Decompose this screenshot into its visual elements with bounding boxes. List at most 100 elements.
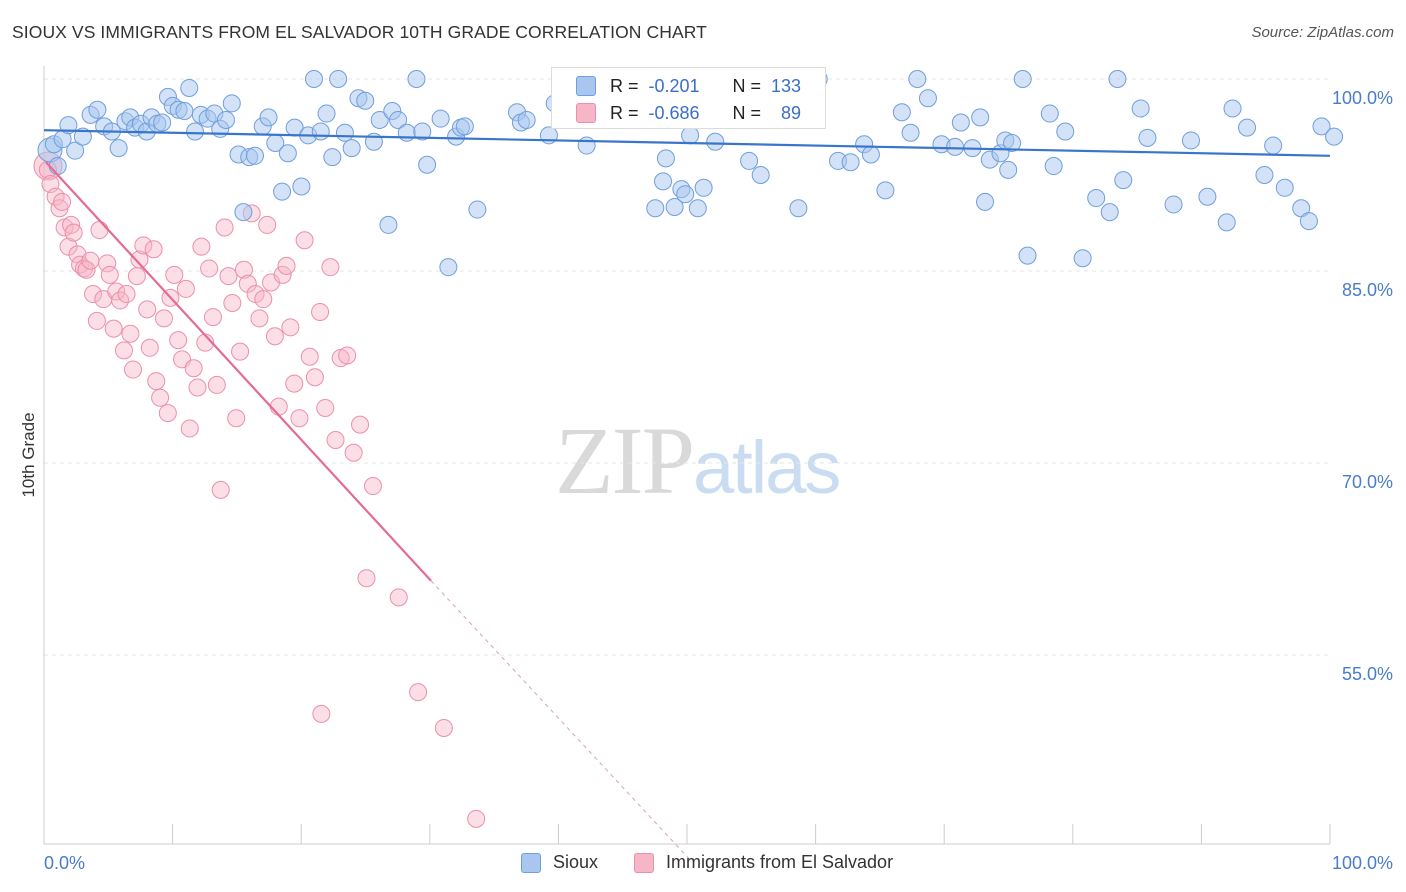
point-el-salvador: [130, 250, 149, 269]
point-el-salvador: [176, 279, 195, 298]
point-sioux: [323, 148, 342, 167]
point-el-salvador: [211, 480, 230, 499]
point-el-salvador: [203, 308, 222, 327]
point-sioux: [908, 70, 927, 88]
point-sioux: [222, 94, 241, 113]
point-el-salvador: [114, 341, 133, 360]
point-el-salvador: [169, 331, 188, 350]
point-el-salvador: [90, 221, 109, 240]
point-el-salvador: [234, 260, 253, 279]
stats-row-el-salvador: R = -0.686 N = 89: [576, 101, 801, 125]
y-tick-label: 85.0%: [1342, 280, 1393, 300]
point-el-salvador: [87, 311, 106, 330]
n-label: N =: [732, 102, 762, 123]
point-el-salvador: [277, 256, 296, 275]
point-sioux: [431, 109, 450, 128]
chart-title: SIOUX VS IMMIGRANTS FROM EL SALVADOR 10T…: [12, 22, 707, 42]
point-el-salvador: [389, 588, 408, 607]
point-sioux: [175, 102, 194, 120]
point-el-salvador: [290, 409, 309, 428]
point-sioux: [1114, 171, 1133, 190]
point-el-salvador: [104, 319, 123, 338]
point-sioux: [234, 203, 253, 222]
point-el-salvador: [305, 368, 324, 387]
point-el-salvador: [311, 302, 330, 321]
point-sioux: [681, 126, 700, 145]
point-sioux: [951, 113, 970, 132]
series-immigrants-el-salvador-points: [33, 151, 486, 828]
y-tick-label: 70.0%: [1342, 472, 1393, 492]
point-el-salvador: [77, 260, 96, 279]
point-sioux: [971, 108, 990, 127]
point-sioux: [468, 200, 487, 219]
legend-item-sioux[interactable]: Sioux: [521, 852, 598, 873]
point-sioux: [694, 178, 713, 197]
r-value: -0.201: [648, 75, 700, 96]
point-el-salvador: [344, 443, 363, 462]
point-el-salvador: [312, 704, 331, 723]
point-sioux: [901, 123, 920, 142]
point-sioux: [73, 127, 92, 146]
point-el-salvador: [285, 374, 304, 393]
point-el-salvador: [215, 218, 234, 237]
point-sioux: [577, 136, 596, 155]
point-el-salvador: [117, 285, 136, 304]
legend-label-el-salvador: Immigrants from El Salvador: [666, 852, 894, 872]
legend-label-sioux: Sioux: [553, 852, 599, 872]
point-sioux: [1087, 189, 1106, 208]
point-el-salvador: [59, 237, 78, 256]
axes: [43, 66, 1331, 845]
point-el-salvador: [326, 430, 345, 449]
point-sioux: [180, 78, 199, 97]
watermark: ZIPatlas: [555, 405, 841, 516]
point-sioux: [999, 160, 1018, 179]
point-el-salvador: [321, 258, 340, 277]
point-sioux: [841, 153, 860, 172]
point-sioux: [876, 181, 895, 200]
point-sioux: [59, 116, 78, 135]
point-sioux: [688, 199, 707, 218]
point-sioux: [1044, 157, 1063, 176]
point-sioux: [976, 192, 995, 211]
point-sioux: [646, 199, 665, 218]
point-sioux: [356, 91, 375, 110]
point-el-salvador: [200, 259, 219, 278]
point-el-salvador: [192, 237, 211, 256]
point-sioux: [329, 70, 348, 88]
point-el-salvador: [227, 409, 246, 428]
point-sioux: [109, 139, 128, 158]
point-el-salvador: [254, 290, 273, 309]
r-value: -0.686: [648, 102, 700, 123]
point-sioux: [1013, 70, 1032, 88]
legend-item-el-salvador[interactable]: Immigrants from El Salvador: [634, 852, 893, 873]
grid: [44, 78, 1330, 656]
stats-legend: R = -0.201 N = 133 R = -0.686 N = 89: [551, 67, 826, 129]
point-sioux: [1223, 99, 1242, 118]
point-sioux: [1138, 128, 1157, 147]
point-sioux: [455, 117, 474, 136]
n-label: N =: [732, 75, 762, 96]
point-sioux: [946, 137, 965, 156]
point-sioux: [48, 157, 67, 176]
point-sioux: [389, 110, 408, 129]
point-el-salvador: [81, 251, 100, 270]
point-sioux: [335, 123, 354, 142]
point-sioux: [656, 149, 675, 168]
point-sioux: [918, 89, 937, 108]
point-sioux: [517, 110, 536, 129]
point-el-salvador: [111, 291, 130, 310]
point-sioux: [654, 172, 673, 191]
point-sioux: [1275, 178, 1294, 197]
point-el-salvador: [121, 324, 140, 343]
point-el-salvador: [250, 309, 269, 328]
point-el-salvador: [184, 359, 203, 378]
point-sioux: [1238, 118, 1257, 137]
point-sioux: [88, 100, 107, 119]
point-sioux: [892, 103, 911, 122]
point-sioux: [370, 110, 389, 129]
point-el-salvador: [100, 265, 119, 284]
point-sioux: [1264, 136, 1283, 155]
point-sioux: [407, 70, 426, 88]
point-sioux: [1108, 70, 1127, 88]
point-sioux: [439, 258, 458, 277]
